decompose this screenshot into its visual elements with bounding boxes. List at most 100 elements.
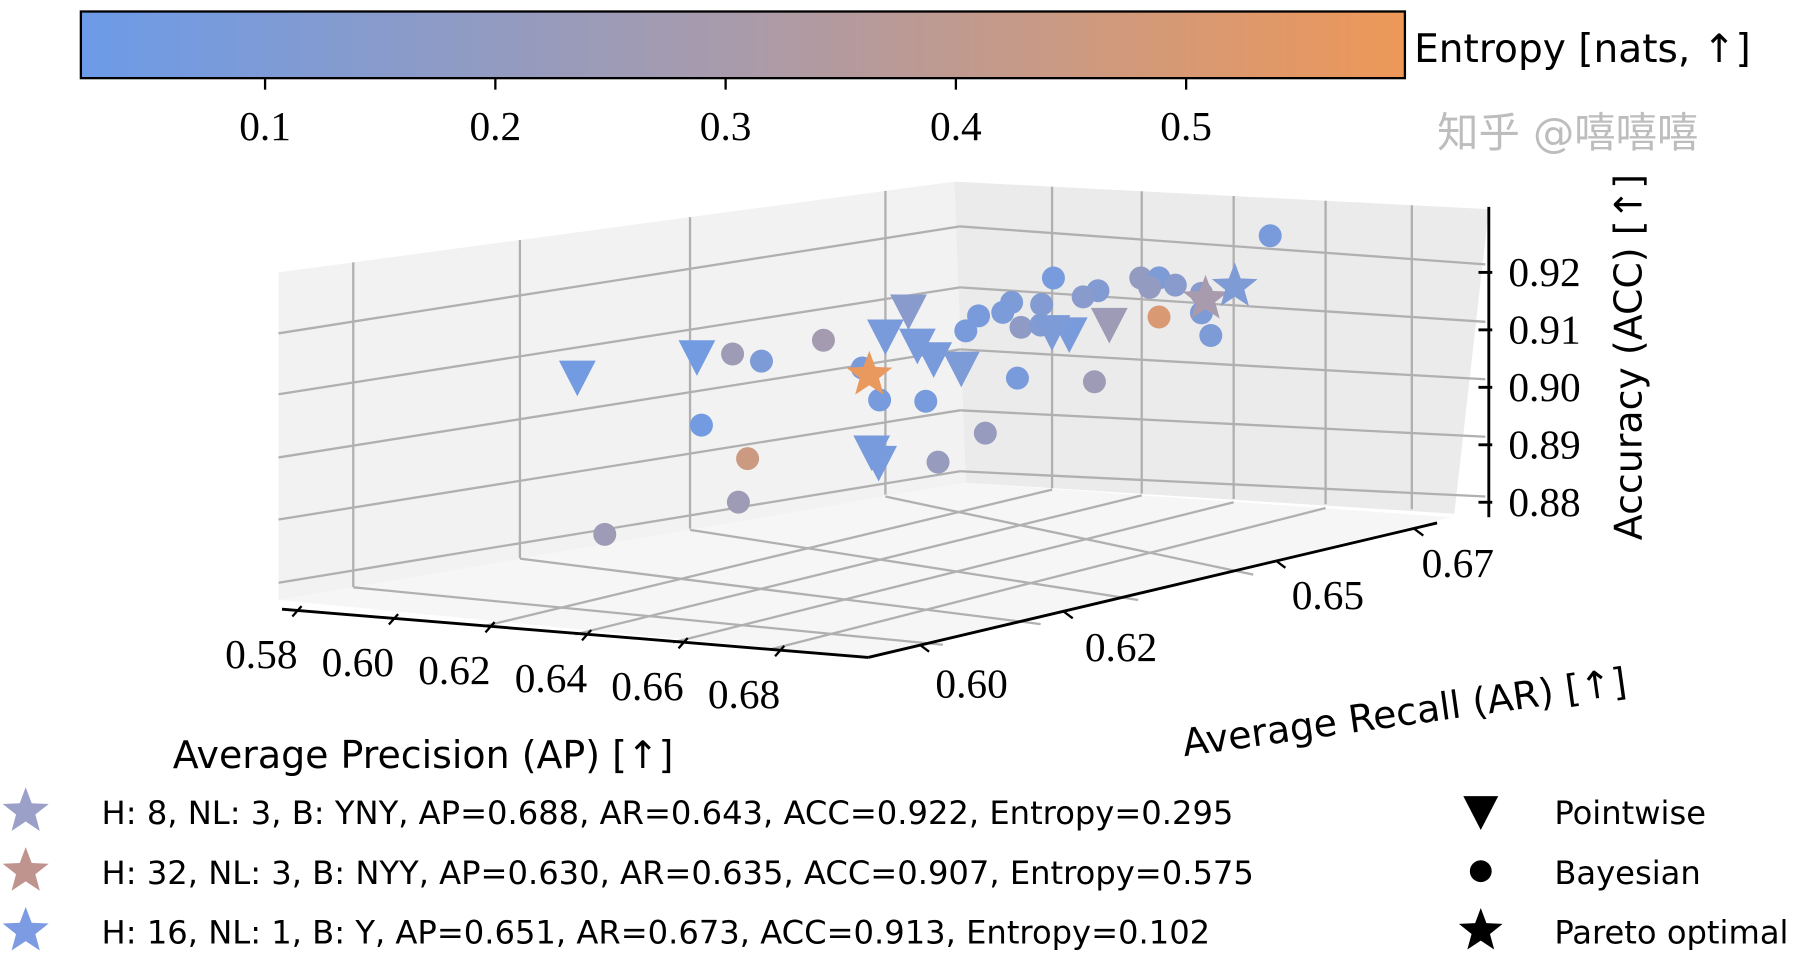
ar-tick [1275, 559, 1287, 569]
ap-tick-label: 0.64 [515, 655, 588, 701]
grid-line [960, 409, 1486, 438]
back-left-pane [278, 181, 966, 600]
legend-star-icon [1458, 907, 1503, 950]
ar-tick [1062, 610, 1074, 620]
circle-point [726, 490, 750, 514]
ap-tick [581, 629, 593, 642]
grid-line [960, 470, 1486, 498]
circle-point [1009, 315, 1033, 339]
legend-triangle-icon [1463, 796, 1499, 830]
star-point [1182, 274, 1229, 319]
ap-tick [484, 621, 496, 634]
circle-point [1082, 370, 1106, 394]
ap-tick-label: 0.66 [611, 663, 683, 709]
circle-point [1163, 273, 1187, 297]
ap-tick-label: 0.60 [322, 639, 394, 685]
grid-line [278, 348, 961, 459]
colorbar-tick-label: 0.1 [239, 103, 291, 149]
ap-tick [291, 605, 303, 618]
legend-marker-label: Pareto optimal [1554, 914, 1788, 952]
ar-tick [919, 643, 930, 653]
star-point [1211, 262, 1258, 307]
ar-tick-label: 0.60 [935, 661, 1007, 707]
circle-point [926, 450, 950, 474]
ar-axis-line [867, 521, 1438, 659]
grid-line [770, 506, 1326, 651]
acc-axis-label: Accuracy (ACC) [↑] [1607, 174, 1651, 540]
circle-point [689, 413, 713, 437]
circle-point [868, 388, 892, 412]
ap-axis-label: Average Precision (AP) [↑] [173, 733, 674, 777]
legend-star-icon [2, 787, 49, 831]
watermark: 知乎 @嘻嘻嘻 [1437, 109, 1698, 157]
colorbar-tick-label: 0.3 [700, 103, 752, 149]
ap-tick [677, 637, 689, 650]
circle-point [991, 300, 1015, 324]
ap-axis-line [281, 607, 869, 659]
legend-entry: H: 8, NL: 3, B: YNY, AP=0.688, AR=0.643,… [102, 794, 1234, 832]
grid-line [278, 409, 961, 521]
circle-point [749, 349, 773, 373]
acc-tick-label: 0.91 [1508, 307, 1580, 353]
ap-tick-label: 0.68 [708, 671, 780, 717]
circle-point [967, 304, 991, 328]
circle-point [973, 421, 997, 445]
grid-line [960, 225, 1486, 266]
grid-line [689, 528, 1139, 602]
grid-line [482, 488, 1053, 628]
triangle-point [1033, 315, 1071, 351]
acc-tick-label: 0.90 [1508, 364, 1580, 410]
triangle-point [860, 445, 898, 482]
circle-point [914, 389, 938, 413]
grid-line [960, 348, 1486, 381]
ap-tick-label: 0.58 [225, 631, 297, 677]
circle-point [1147, 305, 1171, 329]
circle-point [593, 522, 617, 546]
ap-tick [774, 645, 786, 658]
star-point [846, 350, 893, 395]
circle-point [721, 342, 745, 366]
circle-point [1071, 285, 1095, 309]
circle-point [736, 447, 760, 471]
circle-point [811, 328, 835, 352]
colorbar-tick-label: 0.2 [470, 103, 522, 149]
legend-marker-label: Bayesian [1554, 854, 1700, 892]
circle-point [1138, 275, 1162, 299]
ar-axis-label: Average Recall (AR) [↑] [1179, 659, 1629, 765]
acc-tick-label: 0.88 [1508, 479, 1580, 525]
legend-marker-label: Pointwise [1554, 794, 1706, 832]
colorbar-tick-label: 0.5 [1160, 103, 1212, 149]
legend-entry: H: 32, NL: 3, B: NYY, AP=0.630, AR=0.635… [102, 854, 1254, 892]
triangle-point [867, 319, 904, 356]
colorbar-label: Entropy [nats, ↑] [1414, 27, 1751, 72]
legend-entry: H: 16, NL: 1, B: Y, AP=0.651, AR=0.673, … [102, 914, 1211, 952]
triangle-point [915, 342, 953, 378]
legend-circle-icon [1469, 860, 1492, 883]
ar-tick-label: 0.65 [1292, 572, 1364, 618]
colorbar [79, 10, 1407, 80]
triangle-point [558, 360, 596, 397]
triangle-point [890, 294, 927, 331]
circle-point [1199, 324, 1223, 348]
circle-point [1041, 266, 1065, 290]
grid-line [519, 557, 1041, 626]
ap-tick [388, 613, 399, 626]
circle-point [1258, 224, 1282, 248]
ar-tick [1413, 527, 1424, 537]
acc-tick-label: 0.92 [1508, 249, 1580, 295]
grid-line [278, 286, 961, 396]
circle-point [1005, 366, 1029, 390]
ar-tick-label: 0.62 [1085, 624, 1157, 670]
grid-line [574, 494, 1142, 636]
triangle-point [678, 340, 716, 376]
triangle-point [898, 328, 936, 365]
grid-line [278, 225, 961, 335]
legend-star-icon [2, 906, 49, 951]
legend-star-icon [2, 847, 49, 891]
triangle-point [942, 351, 980, 388]
acc-tick-label: 0.89 [1508, 422, 1580, 468]
triangle-point [1090, 307, 1128, 344]
circle-point [954, 319, 978, 343]
grid-line [672, 501, 1234, 644]
